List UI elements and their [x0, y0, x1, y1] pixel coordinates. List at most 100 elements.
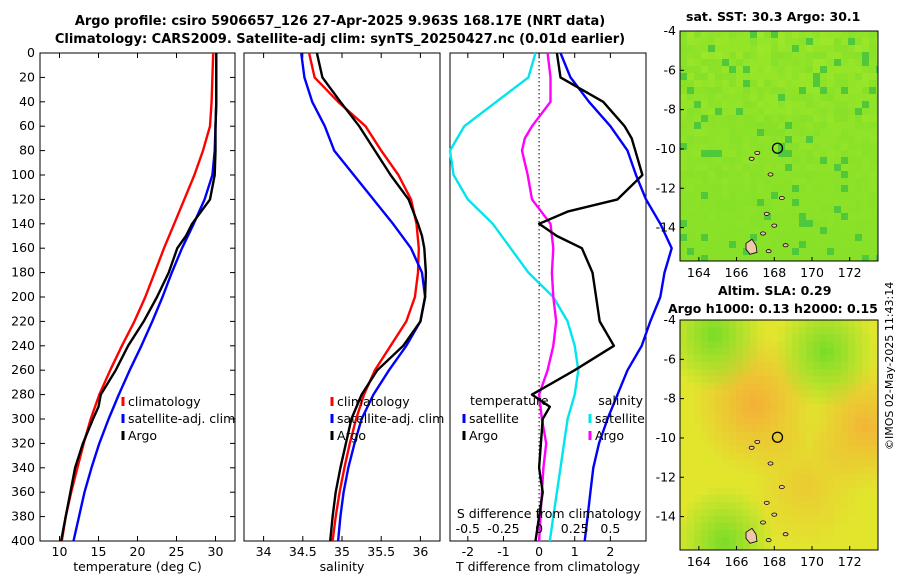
- map-cell: [876, 66, 878, 73]
- map-cell: [862, 460, 869, 467]
- map-cell: [876, 383, 878, 390]
- y-tick-label: -10: [656, 430, 676, 445]
- map-cell: [722, 495, 729, 502]
- map-cell: [694, 509, 701, 516]
- map-cell: [813, 234, 820, 241]
- map-cell: [869, 241, 876, 248]
- map-cell: [820, 59, 827, 66]
- map-cell: [778, 537, 785, 544]
- map-cell: [813, 115, 820, 122]
- map-cell: [736, 481, 743, 488]
- map-cell: [687, 213, 694, 220]
- map-cell: [869, 341, 876, 348]
- map-cell: [757, 439, 764, 446]
- map-cell: [715, 481, 722, 488]
- map-cell: [827, 348, 834, 355]
- map-cell: [834, 101, 841, 108]
- map-cell: [813, 439, 820, 446]
- map-cell: [806, 94, 813, 101]
- map-cell: [757, 87, 764, 94]
- map-cell: [862, 73, 869, 80]
- map-cell: [750, 418, 757, 425]
- map-cell: [876, 206, 878, 213]
- map-cell: [729, 467, 736, 474]
- map-cell: [743, 509, 750, 516]
- x-axis-label: T difference from climatology: [455, 559, 641, 574]
- map-cell: [771, 425, 778, 432]
- map-cell: [750, 516, 757, 523]
- map-cell: [708, 157, 715, 164]
- map-cell: [750, 234, 757, 241]
- map-cell: [771, 150, 778, 157]
- map-cell: [729, 362, 736, 369]
- map-cell: [715, 418, 722, 425]
- map-cell: [757, 192, 764, 199]
- map-cell: [820, 544, 827, 550]
- map-cell: [806, 227, 813, 234]
- map-cell: [848, 234, 855, 241]
- map-cell: [729, 52, 736, 59]
- map-cell: [876, 327, 878, 334]
- map-cell: [715, 369, 722, 376]
- map-cell: [694, 136, 701, 143]
- map-cell: [680, 73, 687, 80]
- map-cell: [764, 227, 771, 234]
- map-cell: [694, 255, 701, 261]
- map-cell: [876, 171, 878, 178]
- map-cell: [736, 425, 743, 432]
- map-cell: [876, 348, 878, 355]
- map-cell: [715, 220, 722, 227]
- map-cell: [771, 369, 778, 376]
- map-cell: [750, 439, 757, 446]
- map-cell: [687, 439, 694, 446]
- map-cell: [701, 234, 708, 241]
- map-cell: [799, 52, 806, 59]
- map-cell: [771, 192, 778, 199]
- map-cell: [729, 432, 736, 439]
- map-cell: [792, 59, 799, 66]
- map-cell: [750, 383, 757, 390]
- map-cell: [736, 115, 743, 122]
- map-cell: [799, 115, 806, 122]
- map-cell: [799, 502, 806, 509]
- map-cell: [680, 348, 687, 355]
- map-cell: [806, 425, 813, 432]
- map-cell: [722, 362, 729, 369]
- map-cell: [792, 446, 799, 453]
- map-cell: [722, 206, 729, 213]
- map-cell: [848, 397, 855, 404]
- map-cell: [771, 467, 778, 474]
- y-tick-label: -4: [664, 312, 677, 327]
- map-cell: [694, 495, 701, 502]
- map-cell: [743, 320, 750, 327]
- map-cell: [764, 418, 771, 425]
- legend-label: satellite: [595, 411, 645, 426]
- map-cell: [813, 453, 820, 460]
- map-cell: [708, 241, 715, 248]
- map-cell: [694, 327, 701, 334]
- map-cell: [799, 453, 806, 460]
- map-cell: [820, 52, 827, 59]
- map-cell: [820, 143, 827, 150]
- map-cell: [806, 523, 813, 530]
- map-cell: [862, 334, 869, 341]
- map-cell: [694, 241, 701, 248]
- map-cell: [736, 234, 743, 241]
- map-cell: [757, 234, 764, 241]
- island: [748, 445, 755, 450]
- island: [771, 512, 778, 517]
- map-cell: [806, 432, 813, 439]
- map-cell: [848, 425, 855, 432]
- map-cell: [715, 213, 722, 220]
- map-cell: [841, 185, 848, 192]
- y-tick-label: 180: [11, 265, 35, 280]
- map-cell: [722, 52, 729, 59]
- map-cell: [778, 404, 785, 411]
- map-cell: [694, 199, 701, 206]
- map-cell: [708, 418, 715, 425]
- x-tick-label: 34.5: [289, 544, 317, 559]
- map-cell: [834, 418, 841, 425]
- map-cell: [869, 523, 876, 530]
- y-tick-label: 160: [11, 240, 35, 255]
- map-cell: [757, 418, 764, 425]
